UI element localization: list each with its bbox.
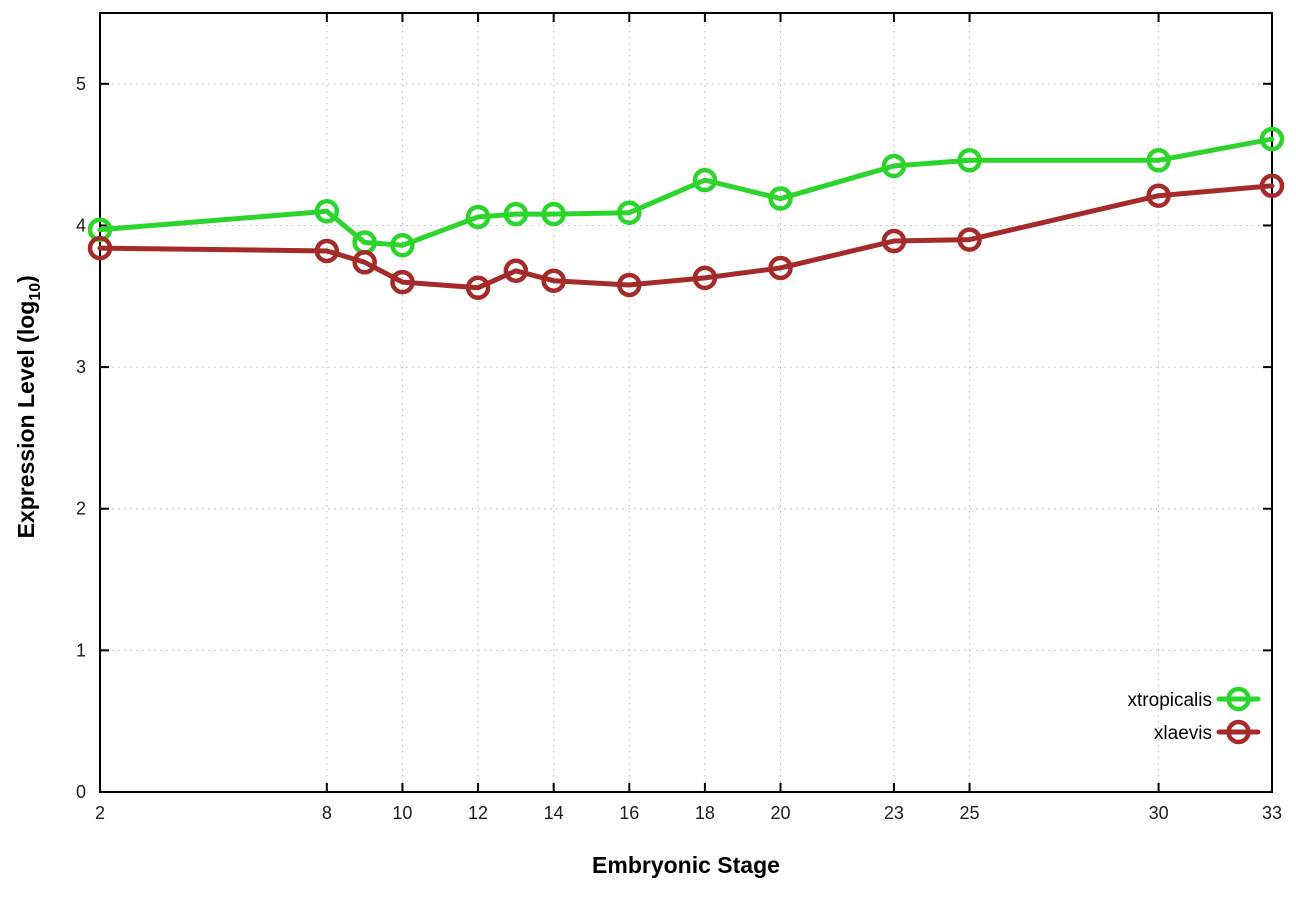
marker-xlaevis-stage-9 [352,250,377,275]
legend-marker-xtropicalis [1226,686,1251,712]
marker-xtropicalis-stage-18 [692,167,718,193]
legend-label-xtropicalis: xtropicalis [1128,690,1212,711]
marker-xtropicalis-stage-12 [465,204,491,230]
x-tick-label-2: 2 [95,803,105,823]
marker-xlaevis-stage-18 [692,265,718,291]
y-axis-title-close: ) [13,275,40,283]
x-tick-label-16: 16 [619,803,639,823]
x-tick-label-23: 23 [884,803,904,823]
legend-label-xlaevis: xlaevis [1154,723,1212,744]
marker-xtropicalis-stage-20 [768,186,793,211]
marker-xtropicalis-stage-33 [1259,126,1285,152]
marker-xtropicalis-stage-14 [541,201,566,227]
y-tick-label-0: 0 [76,782,86,802]
legend-marker-xlaevis [1226,719,1251,745]
x-tick-label-30: 30 [1149,803,1169,823]
marker-xlaevis-stage-23 [881,228,907,254]
y-tick-label-5: 5 [76,74,86,94]
plot-border [99,12,1273,793]
y-axis-title: Expression Level (log10) [13,207,45,607]
y-tick-label-1: 1 [76,640,86,660]
marker-xlaevis-stage-20 [768,255,793,281]
marker-xlaevis-stage-8 [314,238,340,264]
marker-xtropicalis-stage-16 [617,200,642,225]
x-tick-label-18: 18 [695,803,715,823]
marker-xtropicalis-stage-25 [957,148,982,173]
marker-xlaevis-stage-14 [541,268,566,293]
marker-xlaevis-stage-25 [957,227,982,252]
x-tick-label-25: 25 [960,803,980,823]
marker-xtropicalis-stage-10 [390,233,415,258]
marker-xtropicalis-stage-30 [1146,148,1171,173]
series-xtropicalis-line [97,136,1275,248]
x-tick-label-12: 12 [468,803,488,823]
y-tick-label-2: 2 [76,499,86,519]
x-tick-label-14: 14 [544,803,564,823]
marker-xtropicalis-stage-23 [881,153,907,179]
marker-xlaevis-stage-13 [503,258,529,284]
marker-xlaevis-stage-10 [390,269,415,295]
marker-xlaevis-stage-12 [465,275,491,301]
y-axis-title-subscript: 10 [26,282,44,301]
marker-xtropicalis-stage-8 [314,199,340,224]
y-axis-title-text: Expression Level (log [13,300,40,539]
x-tick-label-8: 8 [322,803,332,823]
marker-xlaevis-stage-33 [1259,173,1285,199]
y-tick-label-3: 3 [76,357,86,377]
series-xlaevis-line [97,183,1275,291]
x-tick-label-33: 33 [1262,803,1282,823]
y-tick-label-4: 4 [76,215,86,235]
marker-xlaevis-stage-16 [617,272,642,298]
marker-xlaevis-stage-2 [87,235,113,261]
x-tick-label-10: 10 [392,803,412,823]
marker-xlaevis-stage-30 [1146,183,1171,208]
x-axis-title: Embryonic Stage [592,852,780,878]
x-tick-label-20: 20 [771,803,791,823]
marker-xtropicalis-stage-13 [503,201,529,227]
